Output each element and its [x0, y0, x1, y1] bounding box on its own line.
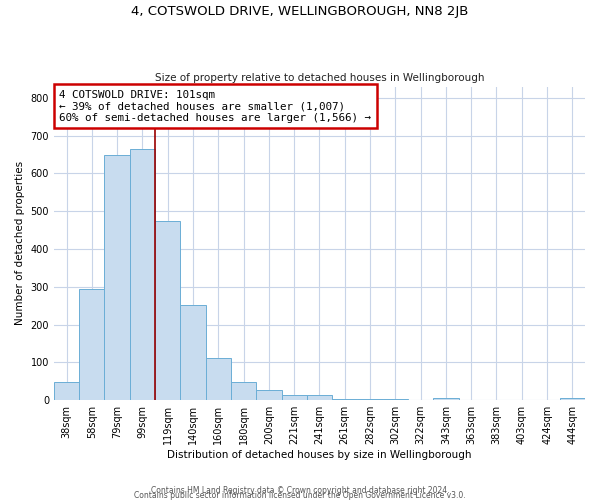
Title: Size of property relative to detached houses in Wellingborough: Size of property relative to detached ho…	[155, 73, 484, 83]
Bar	[181, 304, 206, 400]
Bar	[104, 154, 130, 400]
Bar	[307, 396, 332, 400]
X-axis label: Distribution of detached houses by size in Wellingborough: Distribution of detached houses by size …	[167, 450, 472, 460]
Bar	[206, 358, 231, 400]
Text: Contains public sector information licensed under the Open Government Licence v3: Contains public sector information licen…	[134, 491, 466, 500]
Bar	[332, 399, 358, 400]
Text: Contains HM Land Registry data © Crown copyright and database right 2024.: Contains HM Land Registry data © Crown c…	[151, 486, 449, 495]
Bar	[433, 398, 458, 400]
Bar	[130, 149, 155, 400]
Text: 4, COTSWOLD DRIVE, WELLINGBOROUGH, NN8 2JB: 4, COTSWOLD DRIVE, WELLINGBOROUGH, NN8 2…	[131, 5, 469, 18]
Bar	[231, 382, 256, 400]
Bar	[256, 390, 281, 400]
Bar	[281, 394, 307, 400]
Text: 4 COTSWOLD DRIVE: 101sqm
← 39% of detached houses are smaller (1,007)
60% of sem: 4 COTSWOLD DRIVE: 101sqm ← 39% of detach…	[59, 90, 371, 123]
Bar	[560, 398, 585, 400]
Bar	[54, 382, 79, 400]
Y-axis label: Number of detached properties: Number of detached properties	[15, 162, 25, 326]
Bar	[155, 220, 181, 400]
Bar	[79, 288, 104, 400]
